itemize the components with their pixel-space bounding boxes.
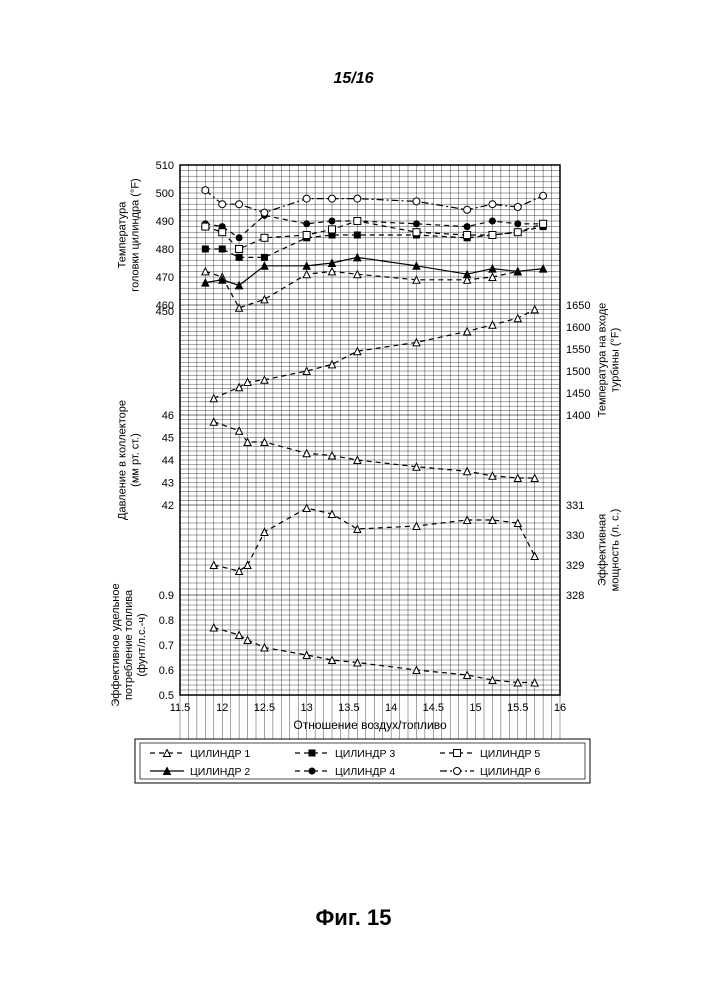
svg-text:головки цилиндра (°F): головки цилиндра (°F) bbox=[130, 178, 142, 291]
svg-text:Температура: Температура bbox=[117, 201, 129, 269]
svg-text:44: 44 bbox=[162, 455, 174, 467]
svg-text:Давление в коллекторе: Давление в коллекторе bbox=[117, 400, 129, 520]
svg-text:1650: 1650 bbox=[566, 300, 590, 312]
figure-label: Фиг. 15 bbox=[0, 905, 707, 931]
svg-text:330: 330 bbox=[566, 530, 584, 542]
svg-text:мощность (л. с.): мощность (л. с.) bbox=[610, 509, 622, 592]
svg-text:0.8: 0.8 bbox=[159, 615, 174, 627]
svg-text:45: 45 bbox=[162, 433, 174, 445]
svg-text:11.5: 11.5 bbox=[170, 702, 191, 714]
svg-text:0.5: 0.5 bbox=[159, 690, 174, 702]
svg-text:13.5: 13.5 bbox=[338, 702, 359, 714]
svg-text:0.6: 0.6 bbox=[159, 665, 174, 677]
svg-text:42: 42 bbox=[162, 500, 174, 512]
svg-text:1500: 1500 bbox=[566, 366, 590, 378]
svg-text:ЦИЛИНДР 6: ЦИЛИНДР 6 bbox=[480, 766, 540, 778]
svg-text:13: 13 bbox=[301, 702, 313, 714]
svg-text:турбины (°F): турбины (°F) bbox=[610, 328, 622, 393]
svg-text:1400: 1400 bbox=[566, 410, 590, 422]
svg-text:ЦИЛИНДР 3: ЦИЛИНДР 3 bbox=[335, 748, 395, 760]
svg-text:ЦИЛИНДР 2: ЦИЛИНДР 2 bbox=[190, 766, 250, 778]
svg-text:490: 490 bbox=[156, 216, 174, 228]
svg-text:43: 43 bbox=[162, 478, 174, 490]
svg-text:Эффективное удельное: Эффективное удельное bbox=[110, 583, 122, 706]
svg-text:16: 16 bbox=[554, 702, 566, 714]
svg-text:ЦИЛИНДР 5: ЦИЛИНДР 5 bbox=[480, 748, 540, 760]
svg-text:Эффективная: Эффективная bbox=[597, 514, 609, 586]
svg-text:328: 328 bbox=[566, 590, 584, 602]
series-cht-c1 bbox=[202, 268, 521, 311]
svg-text:15: 15 bbox=[469, 702, 481, 714]
svg-text:0.7: 0.7 bbox=[159, 640, 174, 652]
svg-text:(мм рт. ст.): (мм рт. ст.) bbox=[130, 433, 142, 487]
svg-text:470: 470 bbox=[156, 272, 174, 284]
svg-text:480: 480 bbox=[156, 244, 174, 256]
svg-text:450: 450 bbox=[156, 306, 174, 318]
svg-text:потребление топлива: потребление топлива bbox=[123, 589, 135, 700]
svg-text:ЦИЛИНДР 1: ЦИЛИНДР 1 bbox=[190, 748, 250, 760]
svg-text:12: 12 bbox=[216, 702, 228, 714]
svg-text:Температура на входе: Температура на входе bbox=[597, 303, 609, 418]
svg-text:ЦИЛИНДР 4: ЦИЛИНДР 4 bbox=[335, 766, 395, 778]
svg-text:1600: 1600 bbox=[566, 322, 590, 334]
svg-text:14: 14 bbox=[385, 702, 397, 714]
svg-text:46: 46 bbox=[162, 410, 174, 422]
svg-text:0.9: 0.9 bbox=[159, 590, 174, 602]
svg-text:15.5: 15.5 bbox=[507, 702, 528, 714]
svg-text:329: 329 bbox=[566, 560, 584, 572]
svg-text:331: 331 bbox=[566, 500, 584, 512]
svg-text:500: 500 bbox=[156, 188, 174, 200]
svg-text:1450: 1450 bbox=[566, 388, 590, 400]
svg-text:12.5: 12.5 bbox=[254, 702, 275, 714]
multi-panel-chart: 460470480490500510Температураголовки цил… bbox=[0, 50, 707, 930]
svg-text:510: 510 bbox=[156, 160, 174, 172]
svg-text:14.5: 14.5 bbox=[423, 702, 444, 714]
svg-text:Отношение воздух/топливо: Отношение воздух/топливо bbox=[293, 718, 447, 732]
svg-text:1550: 1550 bbox=[566, 344, 590, 356]
svg-text:(фунт/л.с.-ч): (фунт/л.с.-ч) bbox=[136, 613, 148, 676]
